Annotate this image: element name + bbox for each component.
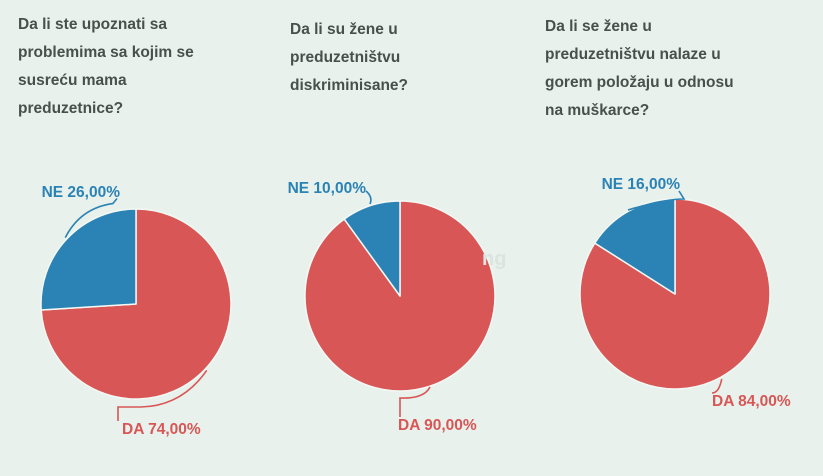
pie-1-leader-da [117,369,208,421]
chart2-label-ne: NE 10,00% [287,180,366,197]
chart1-question: Da li ste upoznati sa problemima sa koji… [18,16,194,117]
watermark: ng [482,248,507,270]
chart1-label-ne: NE 26,00% [41,184,120,201]
pie-3-slice-ne [594,198,676,295]
chart2-label-da: DA 90,00% [398,417,477,434]
pie-2-leader-da [399,386,431,417]
pie-2-leader-ne [365,190,372,205]
chart2-question: Da li su žene u preduzetništvu diskrimin… [290,21,409,94]
pie-1-leader-ne [64,197,118,238]
chart3-label-ne: NE 16,00% [601,176,680,193]
chart3-label-da: DA 84,00% [712,393,791,410]
pie-3-leader-ne [627,190,686,211]
pie-2-slice-ne [343,200,401,297]
pie-3-leader-da [711,378,723,394]
chart3-question: Da li se žene u preduzetništvu nalaze u … [545,18,734,119]
pie-1-slice-ne [40,208,137,311]
chart1-label-da: DA 74,00% [122,421,201,438]
